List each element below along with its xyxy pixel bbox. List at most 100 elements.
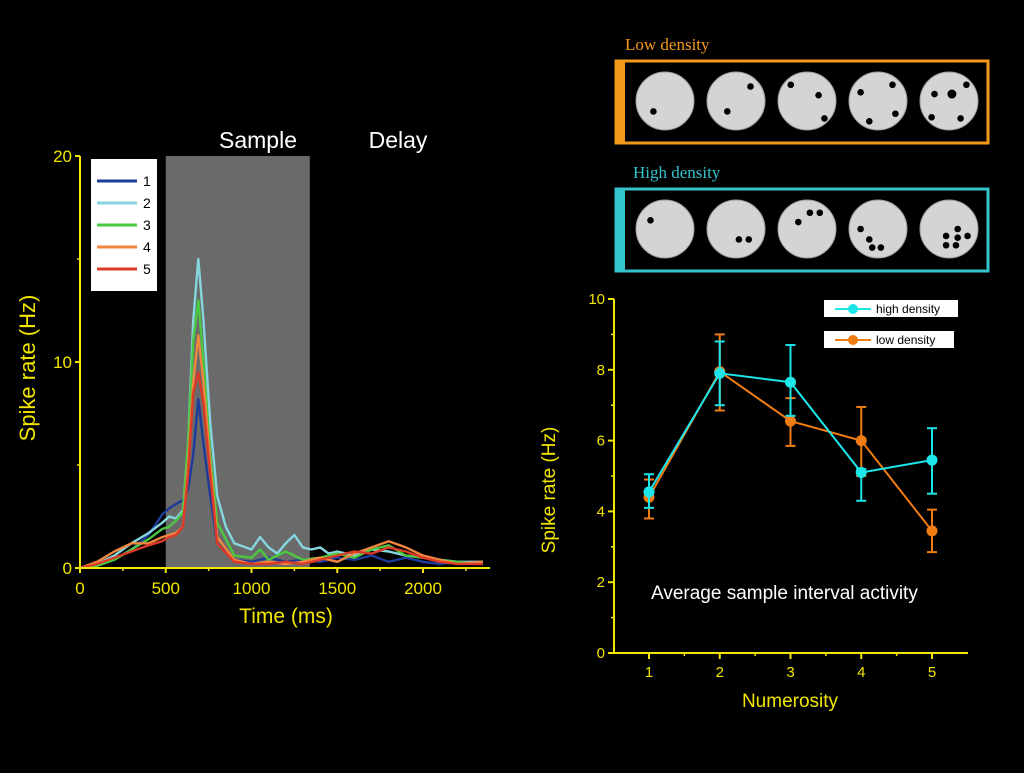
psth-x-tick-label: 1500: [318, 579, 356, 598]
tuning-x-tick-label: 5: [928, 664, 936, 681]
high-density-disc-2: [706, 199, 766, 259]
high-density-dot: [942, 232, 950, 240]
low-density-dot: [866, 118, 873, 125]
high-density-point: [714, 367, 726, 379]
high-density-dot: [866, 236, 873, 243]
psth-series-line-3: [79, 299, 484, 570]
high-density-stimuli: [635, 199, 979, 259]
tuning-legend-box-high: [824, 300, 958, 317]
low-density-point: [855, 435, 867, 447]
psth-legend-label-3: 3: [143, 217, 151, 233]
low-density-disc-4: [848, 71, 908, 131]
high-density-dot: [877, 244, 885, 251]
tuning-y-tick-label: 10: [588, 291, 605, 308]
tuning-x-axis-title: Numerosity: [742, 691, 839, 712]
low-density-dot: [947, 89, 957, 99]
psth-legend-label-2: 2: [143, 195, 151, 211]
high-density-label: High density: [633, 163, 721, 182]
psth-series-line-4: [79, 334, 484, 570]
low-density-dot: [889, 81, 896, 89]
psth-x-axis-title: Time (ms): [239, 605, 333, 628]
high-density-dot: [816, 209, 824, 217]
high-density-disc-5: [919, 199, 979, 259]
psth-legend-label-1: 1: [143, 173, 151, 189]
psth-y-tick-label: 0: [63, 559, 72, 578]
tuning-y-tick-label: 0: [597, 645, 605, 662]
high-density-dot: [954, 234, 961, 241]
high-density-disc-1: [635, 199, 695, 259]
low-density-disc-5: [919, 71, 979, 131]
low-density-dot: [724, 108, 731, 115]
low-density-label: Low density: [625, 35, 710, 54]
psth-legend: 1 2 3 4 5: [91, 159, 157, 291]
high-density-panel-accent: [616, 189, 625, 271]
low-density-point: [926, 525, 938, 537]
high-density-point: [855, 466, 867, 478]
high-density-dot: [795, 218, 802, 226]
high-density-dot: [868, 244, 876, 251]
high-density-legend-marker: [848, 304, 858, 314]
low-density-dot: [963, 81, 970, 89]
tuning-y-tick-label: 2: [597, 574, 605, 591]
psth-x-tick-label: 0: [75, 579, 84, 598]
psth-y-axis-title: Spike rate (Hz): [15, 295, 40, 442]
high-density-dot: [857, 225, 864, 233]
high-density-dot: [735, 236, 743, 243]
tuning-y-tick-label: 6: [597, 433, 605, 450]
high-density-dot: [647, 217, 654, 224]
psth-y-tick-label: 20: [53, 147, 72, 166]
psth-y-tick-label: 10: [53, 353, 72, 372]
tuning-series: [643, 333, 938, 554]
low-density-legend-marker: [848, 335, 858, 345]
high-density-legend-label: high density: [876, 302, 940, 316]
low-density-panel-accent: [616, 61, 625, 143]
caption: Average sample interval activity: [651, 583, 918, 604]
low-density-dot: [815, 91, 822, 99]
tuning-x-tick-label: 4: [857, 664, 865, 681]
psth-x-tick-label: 500: [152, 579, 180, 598]
low-density-stimuli: [635, 71, 979, 131]
psth-axes: 0 500 1000 1500 2000 0 10 20: [53, 147, 490, 598]
low-density-dot: [650, 108, 657, 115]
high-density-disc-3: [777, 199, 837, 259]
high-density-dot: [745, 236, 753, 243]
tuning-y-axis-title: Spike rate (Hz): [539, 427, 560, 554]
low-density-point: [785, 415, 796, 427]
low-density-dot: [747, 83, 754, 90]
sample-period-shading: [165, 156, 310, 568]
high-density-disc-4: [848, 199, 908, 259]
high-density-dot: [952, 241, 960, 249]
tuning-x-tick-label: 3: [786, 664, 794, 681]
tuning-y-tick-label: 8: [597, 362, 605, 379]
psth-legend-label-4: 4: [143, 239, 151, 255]
high-density-point: [926, 454, 938, 466]
high-density-dot: [942, 241, 950, 249]
tuning-y-tick-label: 4: [597, 503, 605, 520]
psth-series-lines: [79, 257, 484, 570]
low-density-dot: [892, 110, 899, 118]
high-density-point: [643, 486, 655, 498]
high-density-dot: [954, 225, 961, 233]
low-density-dot: [931, 90, 938, 98]
stimulus-panels: Low density High density: [614, 35, 990, 273]
low-density-disc-1: [635, 71, 695, 131]
low-density-legend-label: low density: [876, 333, 935, 347]
psth-chart: 0 500 1000 1500 2000 0 10 20 Sample Delay Time …: [15, 127, 490, 628]
psth-series-line-5: [79, 371, 483, 570]
high-density-point: [785, 376, 796, 388]
low-density-dot: [957, 115, 964, 122]
tuning-legend: high density low density: [824, 300, 958, 348]
tuning-legend-box-low: [824, 331, 954, 348]
psth-legend-label-5: 5: [143, 261, 151, 277]
low-density-dot: [857, 89, 864, 96]
low-density-disc-2: [706, 71, 766, 131]
sample-label: Sample: [219, 127, 297, 153]
low-density-dot: [928, 113, 935, 121]
low-density-dot: [787, 81, 795, 89]
low-density-disc-3: [777, 71, 837, 131]
high-density-dot: [964, 232, 971, 240]
delay-label: Delay: [369, 127, 428, 153]
